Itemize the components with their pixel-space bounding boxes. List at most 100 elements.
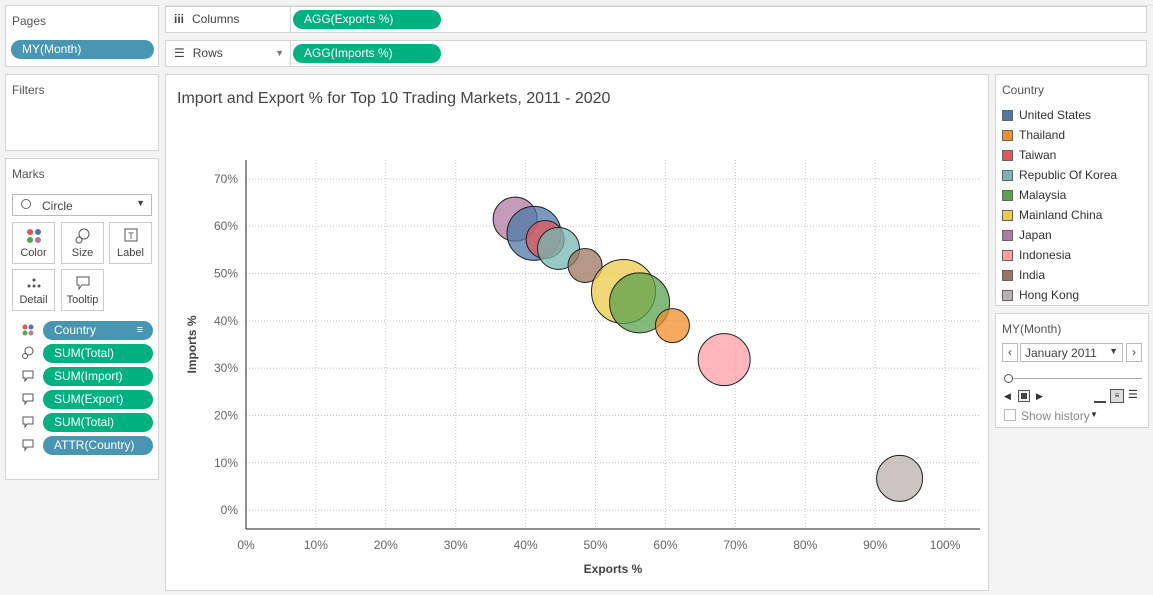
legend-label: Mainland China [1019,208,1103,222]
legend-label: Malaysia [1019,188,1067,202]
legend-swatch [1002,110,1013,121]
detail-button[interactable]: Detail [12,269,55,311]
next-page-button[interactable]: › [1126,343,1142,362]
chevron-down-icon: ▼ [275,48,284,58]
filters-title: Filters [12,83,45,97]
marks-field-tooltip-import: SUM(Import) [18,367,158,386]
sum-total-size-pill[interactable]: SUM(Total) [43,344,153,363]
country-pill-label: Country [54,323,97,337]
x-tick-label: 100% [930,538,961,552]
sum-total-tooltip-pill[interactable]: SUM(Total) [43,413,153,432]
legend-title: Country [1002,83,1045,97]
circle-icon [21,199,31,209]
color-button[interactable]: Color [12,222,55,264]
x-tick-label: 70% [723,538,747,552]
y-tick-label: 40% [214,314,238,328]
point-malaysia[interactable] [609,272,671,334]
sum-import-pill[interactable]: SUM(Import) [43,367,153,386]
chevron-down-icon: ▼ [1109,346,1118,356]
size-button-label: Size [71,247,94,259]
tooltip-button[interactable]: Tooltip [61,269,104,311]
chart-title: Import and Export % for Top 10 Trading M… [177,90,611,107]
legend-swatch [1002,170,1013,181]
legend-swatch [1002,250,1013,261]
country-legend: Country United States Thailand Taiwan Repub… [995,74,1149,306]
x-tick-label: 80% [793,538,817,552]
stop-icon[interactable] [1018,390,1030,402]
y-tick-label: 60% [214,219,238,233]
point-hong-kong[interactable] [876,454,924,502]
color-icon [13,227,54,247]
x-tick-label: 30% [444,538,468,552]
rows-icon: ☰ [174,46,185,60]
x-tick-label: 90% [863,538,887,552]
speed-slow-icon[interactable] [1094,389,1106,403]
y-tick-label: 0% [221,503,239,517]
marks-field-tooltip-total: SUM(Total) [18,413,158,432]
point-india[interactable] [567,247,603,283]
legend-label: Japan [1019,228,1052,242]
marks-field-size: SUM(Total) [18,344,158,363]
rows-pill[interactable]: AGG(Imports %) [293,44,441,63]
step-forward-icon[interactable]: ▶ [1036,391,1043,401]
marks-title: Marks [12,167,45,181]
slider-handle[interactable] [1004,374,1013,383]
legend-swatch [1002,190,1013,201]
chevron-down-icon: ▼ [136,198,145,208]
x-axis-title: Exports % [584,562,643,576]
legend-swatch [1002,230,1013,241]
columns-pill[interactable]: AGG(Exports %) [293,10,441,29]
speed-medium-icon[interactable]: ≡ [1110,389,1124,403]
label-icon: T [110,227,151,247]
mark-type-dropdown[interactable]: Circle ▼ [12,194,152,216]
y-tick-label: 20% [214,408,238,422]
legend-label: India [1019,268,1046,282]
page-control: MY(Month) ‹ January 2011 ▼ › ◀ ▶ ≡ ☰ Sho… [995,313,1149,428]
marks-field-country: Country ≡ [18,321,158,340]
slider-track [1004,378,1142,379]
tooltip-button-label: Tooltip [66,294,99,306]
point-indonesia[interactable] [697,333,751,387]
y-tick-label: 30% [214,361,238,375]
detail-icon [13,274,54,294]
speed-fast-icon[interactable]: ☰ [1128,389,1138,401]
month-dropdown[interactable]: January 2011 ▼ [1020,343,1123,362]
sum-export-pill[interactable]: SUM(Export) [43,390,153,409]
y-tick-label: 10% [214,456,238,470]
point-thailand[interactable] [654,308,690,344]
show-history-checkbox[interactable] [1004,409,1016,421]
pages-card: Pages MY(Month) [5,5,159,67]
pages-pill[interactable]: MY(Month) [11,40,154,59]
legend-label: Taiwan [1019,148,1057,162]
label-button[interactable]: T Label [109,222,152,264]
tooltip-icon [20,392,36,408]
page-slider[interactable] [1004,373,1142,383]
prev-page-button[interactable]: ‹ [1002,343,1018,362]
page-control-title: MY(Month) [1002,322,1062,336]
legend-swatch [1002,290,1013,301]
y-tick-label: 50% [214,267,238,281]
step-back-icon[interactable]: ◀ [1004,391,1011,401]
marks-field-tooltip-export: SUM(Export) [18,390,158,409]
x-tick-label: 50% [584,538,608,552]
columns-shelf: iii Columns AGG(Exports %) [165,6,1147,33]
attr-country-pill[interactable]: ATTR(Country) [43,436,153,455]
size-button[interactable]: Size [61,222,104,264]
chart-card: Import and Export % for Top 10 Trading M… [165,74,989,591]
x-tick-label: 20% [374,538,398,552]
detail-button-label: Detail [19,294,48,306]
mark-type-label: Circle [42,199,73,213]
svg-text:T: T [128,231,134,241]
tooltip-icon [20,369,36,385]
color-button-label: Color [20,247,47,259]
country-pill[interactable]: Country ≡ [43,321,153,340]
tooltip-icon [62,274,103,294]
scatter-chart: 0% 10% 20% 30% 40% 50% 60% 70% 80% 90% 100% 0% 10% 20… [185,160,980,576]
marks-field-tooltip-country: ATTR(Country) [18,436,158,455]
selected-month: January 2011 [1025,346,1097,360]
rows-label: Rows [192,46,223,60]
x-tick-label: 40% [514,538,538,552]
chevron-down-icon: ▼ [1090,410,1098,419]
x-tick-label: 10% [304,538,328,552]
legend-label: Hong Kong [1019,288,1080,302]
